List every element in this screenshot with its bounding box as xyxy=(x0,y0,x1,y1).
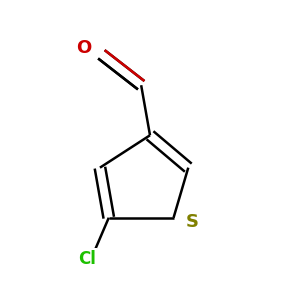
Text: S: S xyxy=(186,213,199,231)
Text: Cl: Cl xyxy=(78,250,96,268)
Text: O: O xyxy=(76,39,92,57)
